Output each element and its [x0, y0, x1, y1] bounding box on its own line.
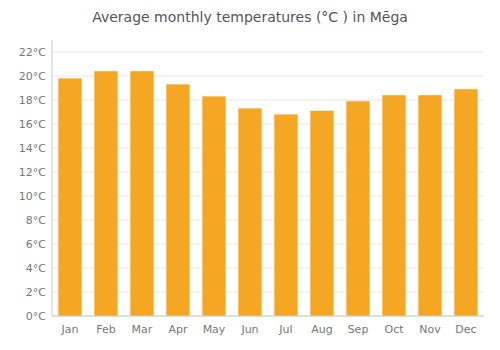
bar	[454, 89, 477, 316]
y-axis-line	[52, 40, 53, 316]
y-tick-label: 6°C	[26, 238, 46, 251]
x-tick-label: Jun	[240, 323, 258, 336]
x-tick-label: Jan	[61, 323, 79, 336]
bar	[238, 108, 261, 316]
bar	[346, 101, 369, 316]
bar	[310, 111, 333, 316]
bars	[58, 71, 477, 316]
y-tick-label: 18°C	[19, 94, 46, 107]
x-tick-label: Nov	[419, 323, 441, 336]
x-tick-label: Sep	[348, 323, 369, 336]
grid-line	[52, 52, 484, 53]
x-tick-label: Feb	[96, 323, 115, 336]
y-tick-label: 2°C	[26, 286, 46, 299]
chart: Average monthly temperatures (°C ) in Mē…	[0, 0, 500, 350]
bar	[58, 78, 81, 316]
x-tick-label: Mar	[132, 323, 153, 336]
x-tick-label: Dec	[455, 323, 476, 336]
y-tick-label: 0°C	[26, 310, 46, 323]
grid	[52, 52, 484, 316]
bar	[94, 71, 117, 316]
bar	[382, 95, 405, 316]
y-tick-label: 22°C	[19, 46, 46, 59]
x-tick-label: May	[203, 323, 226, 336]
y-tick-label: 8°C	[26, 214, 46, 227]
y-tick-label: 12°C	[19, 166, 46, 179]
bar	[130, 71, 153, 316]
bar	[274, 114, 297, 316]
y-tick-label: 10°C	[19, 190, 46, 203]
y-tick-label: 14°C	[19, 142, 46, 155]
x-axis-line	[52, 316, 484, 317]
bar	[166, 84, 189, 316]
y-tick-label: 20°C	[19, 70, 46, 83]
x-tick-label: Aug	[311, 323, 332, 336]
title: Average monthly temperatures (°C ) in Mē…	[92, 9, 408, 25]
x-tick-label: Jul	[278, 323, 292, 336]
bar	[418, 95, 441, 316]
y-tick-label: 16°C	[19, 118, 46, 131]
bar	[202, 96, 225, 316]
x-tick-label: Apr	[168, 323, 188, 336]
x-tick-label: Oct	[384, 323, 404, 336]
chart-container: Average monthly temperatures (°C ) in Mē…	[0, 0, 500, 350]
grid-line	[52, 316, 484, 317]
y-tick-label: 4°C	[26, 262, 46, 275]
